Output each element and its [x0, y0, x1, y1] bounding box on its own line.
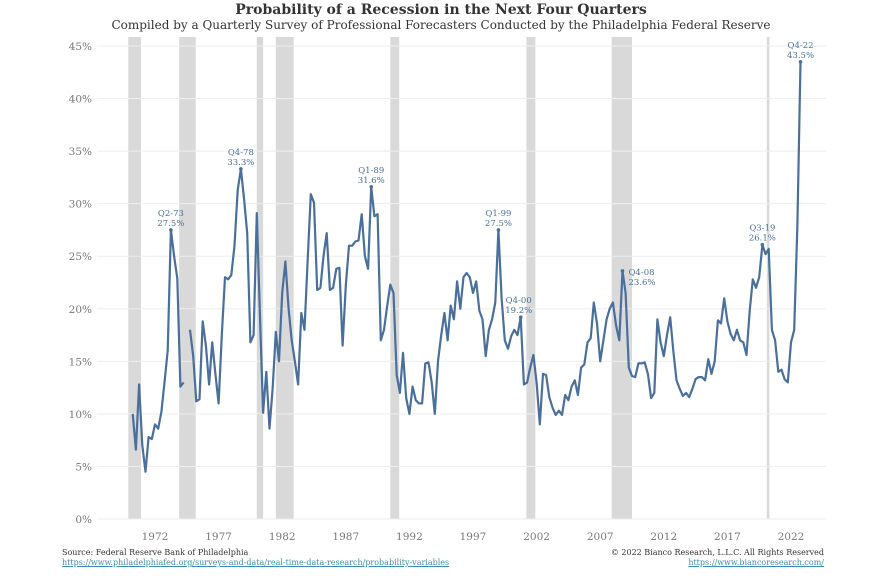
- annotation-label: Q4-00: [506, 296, 532, 306]
- recession-bands: [128, 37, 770, 519]
- y-tick-label: 45%: [69, 41, 92, 53]
- x-tick-label: 1997: [460, 531, 487, 543]
- annotation-value: 27.5%: [157, 219, 184, 229]
- annotation-marker: [169, 228, 173, 232]
- y-axis: 0% 5% 10% 15% 20% 25% 30% 35% 40% 45%: [69, 41, 92, 526]
- x-tick-label: 1972: [142, 531, 169, 543]
- annotation-label: Q4-22: [788, 41, 814, 51]
- chart-subtitle: Compiled by a Quarterly Survey of Profes…: [111, 18, 771, 32]
- recession-band: [256, 37, 264, 519]
- x-tick-label: 1977: [205, 531, 232, 543]
- x-axis: 1972 1977 1982 1987 1992 1997 2002 2007 2012 2017…: [142, 531, 805, 543]
- y-tick-label: 25%: [69, 251, 92, 263]
- source-footer: Source: Federal Reserve Bank of Philadel…: [62, 548, 449, 568]
- annotation-marker: [369, 185, 374, 189]
- x-tick-label: 1982: [269, 531, 296, 543]
- x-tick-label: 2022: [778, 531, 805, 543]
- annotation-marker: [518, 315, 523, 319]
- annotation-value: 23.6%: [628, 278, 655, 288]
- copyright-text: © 2022 Bianco Research, L.L.C. All Right…: [610, 548, 824, 557]
- x-tick-label: 1992: [396, 531, 423, 543]
- series-line: [188, 61, 802, 430]
- annotation-label: Q4-08: [628, 268, 654, 278]
- annotation-marker: [760, 242, 765, 247]
- recession-band: [390, 37, 400, 519]
- y-tick-label: 5%: [75, 461, 92, 473]
- recession-band: [179, 37, 196, 519]
- annotation-value: 31.6%: [358, 176, 385, 186]
- y-tick-label: 20%: [69, 304, 92, 316]
- x-tick-label: 2002: [523, 531, 550, 543]
- annotation-marker: [620, 269, 625, 273]
- y-tick-label: 30%: [69, 199, 92, 211]
- recession-band: [526, 37, 536, 519]
- y-tick-label: 35%: [69, 146, 92, 158]
- series-line: [131, 228, 185, 473]
- annotation-marker: [496, 228, 501, 232]
- annotation-label: Q1-99: [485, 209, 511, 219]
- x-tick-label: 2007: [587, 531, 614, 543]
- copyright-footer: © 2022 Bianco Research, L.L.C. All Right…: [611, 548, 824, 568]
- annotation-label: Q3-19: [749, 224, 775, 234]
- annotation-marker: [798, 59, 803, 64]
- recession-band: [766, 37, 770, 519]
- y-tick-label: 0%: [75, 514, 92, 526]
- chart-title: Probability of a Recession in the Next F…: [235, 2, 647, 18]
- annotation-value: 33.3%: [227, 158, 254, 168]
- annotation-value: 43.5%: [787, 51, 814, 61]
- y-tick-label: 10%: [69, 409, 92, 421]
- series-lines: [131, 61, 802, 473]
- annotation-marker: [239, 167, 243, 171]
- annotations: Q2-7327.5%Q4-7833.3%Q1-8931.6%Q1-9927.5%…: [157, 41, 814, 319]
- source-link[interactable]: https://www.philadelphiafed.org/surveys-…: [62, 558, 450, 567]
- annotation-value: 19.2%: [505, 306, 532, 316]
- annotation-label: Q2-73: [158, 209, 184, 219]
- annotation-value: 27.5%: [485, 219, 512, 229]
- x-tick-label: 1987: [332, 531, 359, 543]
- annotation-label: Q1-89: [358, 166, 384, 176]
- y-tick-label: 40%: [69, 94, 92, 106]
- site-link[interactable]: https://www.biancoresearch.com/: [688, 558, 824, 567]
- x-tick-label: 2017: [714, 531, 741, 543]
- annotation-value: 26.1%: [749, 234, 776, 244]
- y-tick-label: 15%: [69, 356, 92, 368]
- gridlines: [97, 45, 826, 520]
- source-text: Source: Federal Reserve Bank of Philadel…: [62, 548, 249, 557]
- x-tick-label: 2012: [650, 531, 677, 543]
- annotation-label: Q4-78: [228, 148, 254, 158]
